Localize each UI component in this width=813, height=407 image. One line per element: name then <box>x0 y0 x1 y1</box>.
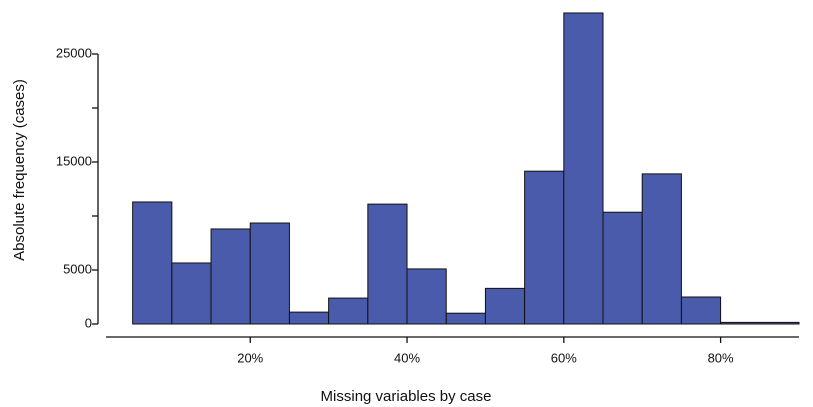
bar <box>445 312 486 325</box>
y-axis-label: Absolute frequency (cases) <box>11 79 28 261</box>
y-tick-label: 25000 <box>56 45 92 60</box>
bar <box>210 228 251 325</box>
bar <box>249 222 290 325</box>
bar <box>132 201 173 325</box>
bar <box>720 321 800 325</box>
bar <box>524 170 565 325</box>
bar <box>484 287 526 325</box>
bar <box>602 211 643 325</box>
x-tick-label: 60% <box>551 350 577 365</box>
bar <box>171 262 212 325</box>
bar <box>406 268 447 325</box>
bar <box>641 173 682 325</box>
bar <box>288 311 330 325</box>
x-axis-label: Missing variables by case <box>321 388 492 405</box>
bar <box>367 203 408 325</box>
x-tick-label: 20% <box>237 350 263 365</box>
y-tick-label: 15000 <box>56 153 92 168</box>
bar <box>680 296 722 325</box>
bar <box>328 297 369 325</box>
x-tick-label: 80% <box>708 350 734 365</box>
bar <box>563 12 604 325</box>
x-tick-label: 40% <box>394 350 420 365</box>
y-tick-label: 5000 <box>63 261 92 276</box>
y-tick-label: 0 <box>85 315 92 330</box>
